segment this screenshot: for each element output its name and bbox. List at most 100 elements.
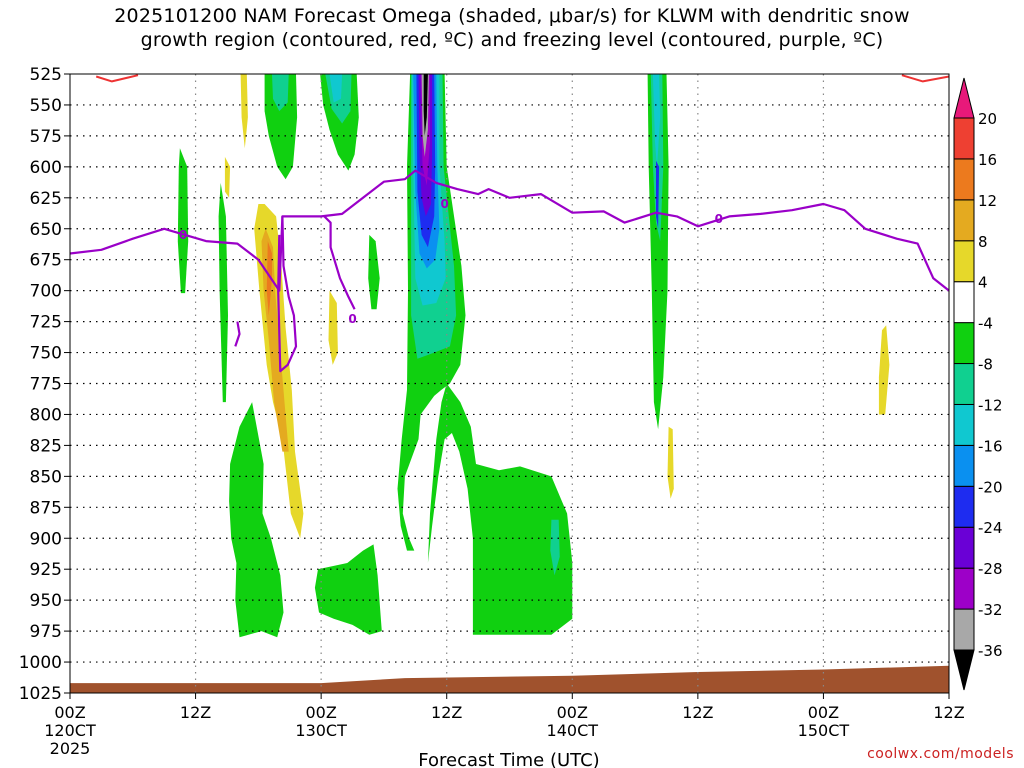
omega-blob-green-1 — [177, 148, 189, 294]
y-tick-label-850: 850 — [30, 467, 62, 487]
colorbar-box-12 — [953, 117, 975, 160]
snow-growth-contour-right — [901, 74, 950, 83]
freezing-level-loop-1 — [277, 216, 298, 373]
colorbar-label-11: 12 — [978, 192, 997, 210]
colorbar-box-7 — [953, 322, 975, 365]
y-axis: 525 550 575 600 625 650 675 700 725 750 775 800 825 8… — [19, 65, 70, 704]
y-tick-label-700: 700 — [30, 282, 62, 302]
colorbar-arrow-bottom — [953, 649, 975, 691]
x-date-label-48: 140CT — [547, 721, 599, 740]
y-tick-label-675: 675 — [30, 251, 62, 271]
chart-title-line-2: growth region (contoured, red, ºC) and f… — [140, 29, 884, 51]
terrain-fill — [70, 665, 949, 693]
colorbar-label-1: -32 — [978, 601, 1003, 619]
omega-blob-green-8 — [314, 544, 382, 635]
colorbar-label-6: -12 — [978, 396, 1003, 414]
y-tick-label-975: 975 — [30, 622, 62, 642]
colorbar-box-6 — [953, 363, 975, 405]
colorbar-label-0: -36 — [978, 642, 1003, 660]
y-tick-label-575: 575 — [30, 127, 62, 147]
y-tick-label-625: 625 — [30, 189, 62, 209]
colorbar-label-10: 8 — [978, 233, 988, 251]
x-tick-label-60: 12Z — [682, 703, 713, 722]
x-tick-label-84: 12Z — [933, 703, 964, 722]
omega-blob-dorange-1 — [266, 241, 272, 316]
colorbar-label-12: 16 — [978, 151, 997, 169]
omega-blob-yellow-1 — [240, 74, 248, 149]
freezing-level-loop-3 — [234, 321, 241, 347]
omega-blob-green-7 — [368, 234, 380, 310]
x-tick-label-36: 12Z — [431, 703, 462, 722]
colorbar-label-2: -28 — [978, 560, 1003, 578]
watermark-link[interactable]: coolwx.com/models — [867, 746, 1014, 762]
y-tick-label-775: 775 — [30, 375, 62, 395]
omega-blob-cyan-right — [652, 74, 661, 167]
colorbar-label-7: -8 — [978, 356, 993, 374]
colorbar-label-9: 4 — [978, 274, 988, 292]
colorbar-label-5: -16 — [978, 437, 1003, 455]
freezing-level-label-1: 0 — [348, 312, 356, 326]
y-tick-label-650: 650 — [30, 220, 62, 240]
x-tick-label-0: 00Z — [54, 703, 85, 722]
omega-blob-cyan-1 — [329, 74, 343, 103]
omega-blob-teal-lower — [550, 519, 560, 576]
terrain-layer — [70, 665, 949, 693]
colorbar-box-8 — [953, 281, 975, 324]
x-axis-label: Forecast Time (UTC) — [418, 750, 599, 768]
omega-blob-green-4 — [267, 594, 278, 625]
y-tick-label-725: 725 — [30, 313, 62, 333]
colorbar-box-0 — [953, 608, 975, 651]
colorbar: -36 -32 -28 -24 -20 -16 -12 -8 -4 4 8 12 16 20 — [953, 77, 1003, 691]
contour-lines: 0 0 0 0 — [69, 74, 950, 373]
freezing-level-label-2: 0 — [440, 197, 448, 211]
snow-growth-contour-left — [95, 74, 139, 83]
colorbar-box-10 — [953, 199, 975, 242]
omega-blob-black-main — [423, 74, 428, 136]
colorbar-box-2 — [953, 526, 975, 569]
colorbar-box-11 — [953, 158, 975, 201]
colorbar-box-3 — [953, 485, 975, 528]
omega-blob-yellow-6 — [878, 325, 890, 415]
colorbar-box-4 — [953, 444, 975, 487]
x-tick-label-12: 12Z — [180, 703, 211, 722]
y-tick-label-875: 875 — [30, 498, 62, 518]
omega-blob-green-lower — [427, 383, 573, 635]
colorbar-arrow-top — [953, 77, 975, 119]
x-axis: 00Z 12Z 00Z 12Z 00Z 12Z 00Z 12Z 120CT 130CT 140CT 1… — [44, 693, 965, 758]
y-tick-label-950: 950 — [30, 591, 62, 611]
x-date-label-24: 130CT — [295, 721, 347, 740]
y-tick-label-1025: 1025 — [19, 684, 62, 704]
omega-blob-yellow-4 — [328, 290, 338, 365]
omega-shading — [177, 74, 890, 638]
x-tick-label-72: 00Z — [808, 703, 839, 722]
x-tick-label-48: 00Z — [557, 703, 588, 722]
omega-blob-teal-1 — [272, 74, 289, 112]
colorbar-label-4: -20 — [978, 478, 1003, 496]
y-tick-label-825: 825 — [30, 436, 62, 456]
freezing-level-contour — [69, 169, 950, 292]
x-date-label-72: 150CT — [798, 721, 850, 740]
colorbar-box-9 — [953, 240, 975, 283]
colorbar-label-13: 20 — [978, 110, 997, 128]
colorbar-box-5 — [953, 403, 975, 446]
y-tick-label-1000: 1000 — [19, 653, 62, 673]
omega-blob-yellow-2 — [224, 156, 231, 198]
omega-blob-green-5 — [264, 74, 298, 180]
y-tick-label-525: 525 — [30, 65, 62, 85]
freezing-level-loop-2 — [323, 215, 356, 310]
y-tick-label-600: 600 — [30, 158, 62, 178]
y-tick-label-925: 925 — [30, 560, 62, 580]
omega-blob-green-2 — [218, 182, 228, 403]
chart-title-line-1: 2025101200 NAM Forecast Omega (shaded, μ… — [114, 5, 910, 27]
colorbar-label-8: -4 — [978, 315, 993, 333]
colorbar-label-3: -24 — [978, 519, 1003, 537]
y-tick-label-550: 550 — [30, 96, 62, 116]
x-year-label: 2025 — [50, 739, 91, 758]
y-tick-label-900: 900 — [30, 529, 62, 549]
omega-blob-green-3 — [229, 402, 284, 638]
x-tick-label-24: 00Z — [305, 703, 336, 722]
y-tick-label-750: 750 — [30, 344, 62, 364]
colorbar-box-1 — [953, 567, 975, 610]
x-date-label-0: 120CT — [44, 721, 96, 740]
